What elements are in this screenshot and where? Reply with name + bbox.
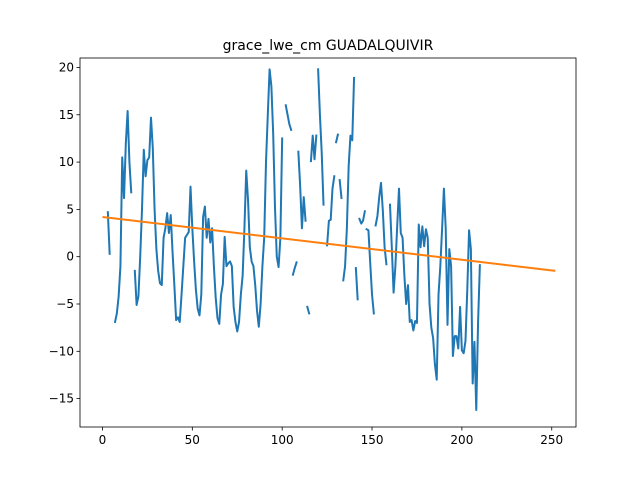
x-tick-label: 200 xyxy=(450,433,473,447)
y-tick-label: 15 xyxy=(59,108,74,122)
y-tick-label: −10 xyxy=(49,344,74,358)
series-line-segment xyxy=(374,181,388,266)
trend-line xyxy=(102,215,556,272)
y-tick-label: 20 xyxy=(59,60,74,74)
y-tick-label: 5 xyxy=(66,202,74,216)
series-line-segment xyxy=(133,68,284,333)
series-line-segment xyxy=(342,76,356,282)
series-line-segment xyxy=(306,305,311,315)
series-line-segment xyxy=(284,104,293,132)
series-line-segment xyxy=(354,266,359,301)
y-tick-label: 10 xyxy=(59,155,74,169)
series-line-segment xyxy=(317,68,325,206)
chart-title: grace_lwe_cm GUADALQUIVIR xyxy=(223,38,434,54)
y-tick-label: 0 xyxy=(66,250,74,264)
series-line-segment xyxy=(291,261,298,276)
series-line-segment xyxy=(106,211,111,255)
series-line-segment xyxy=(326,175,336,247)
y-tick-label: −15 xyxy=(49,392,74,406)
x-tick-label: 150 xyxy=(361,433,384,447)
x-tick-label: 0 xyxy=(99,433,107,447)
series-line-segment xyxy=(334,133,340,144)
series-line-segment xyxy=(365,227,375,315)
series-line-segment xyxy=(388,187,481,411)
series-line-segment xyxy=(113,109,133,324)
y-axis: −15 −10 −5 0 5 10 15 20 xyxy=(49,60,80,406)
y-tick-label: −5 xyxy=(56,297,74,311)
series-line-segment xyxy=(358,210,367,225)
x-tick-label: 250 xyxy=(540,433,563,447)
x-tick-label: 100 xyxy=(271,433,294,447)
series-line-segment xyxy=(309,134,318,163)
series-line-segment xyxy=(338,178,343,200)
plot-area xyxy=(102,68,556,411)
x-axis: 0 50 100 150 200 250 xyxy=(99,427,563,447)
axes-frame xyxy=(79,57,577,428)
series-line-segment xyxy=(297,150,307,230)
x-tick-label: 50 xyxy=(185,433,200,447)
